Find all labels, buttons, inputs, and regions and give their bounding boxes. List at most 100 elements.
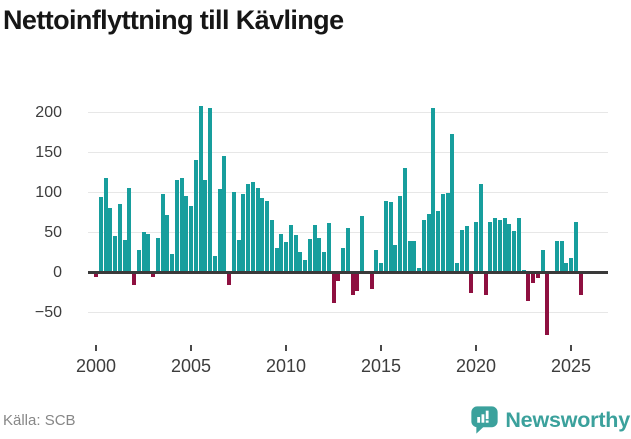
- bar-negative: [483, 273, 488, 295]
- y-axis-tick-label: 150: [35, 143, 62, 161]
- bar-positive: [122, 240, 127, 272]
- bar-positive: [231, 192, 236, 272]
- bar-positive: [431, 108, 436, 272]
- newsworthy-logo-icon: [470, 405, 499, 435]
- bar-positive: [212, 256, 217, 272]
- zero-axis-line: [88, 271, 608, 274]
- bar-positive: [255, 188, 260, 272]
- bar-positive: [512, 231, 516, 272]
- gridline-y-200: [88, 111, 608, 113]
- bar-positive: [559, 240, 564, 272]
- bar-positive: [288, 224, 293, 272]
- bar-positive: [450, 134, 455, 272]
- bar-positive: [165, 215, 170, 272]
- bar-positive: [127, 188, 132, 272]
- bar-positive: [298, 252, 303, 272]
- bar-positive: [155, 238, 160, 272]
- y-axis-tick-label: 50: [44, 223, 62, 241]
- bar-positive: [146, 233, 151, 272]
- bar-positive: [459, 229, 464, 272]
- bar-negative: [526, 273, 531, 301]
- bar-positive: [160, 194, 165, 272]
- bar-negative: [350, 273, 355, 295]
- bar-positive: [417, 268, 421, 272]
- bar-positive: [217, 188, 222, 272]
- bar-positive: [569, 258, 573, 272]
- x-axis-tick-mark: [570, 345, 572, 351]
- bar-negative: [545, 273, 550, 336]
- bar-positive: [464, 225, 469, 272]
- bar-positive: [222, 156, 227, 272]
- chart-title: Nettoinflyttning till Kävlinge: [3, 5, 344, 35]
- bar-positive: [170, 253, 174, 272]
- x-axis-tick-label: 2005: [170, 356, 212, 376]
- x-axis-tick-label: 2010: [265, 356, 307, 376]
- bar-negative: [132, 273, 136, 285]
- bar-positive: [374, 250, 379, 272]
- bar-positive: [113, 236, 117, 272]
- bar-positive: [307, 239, 312, 272]
- bar-positive: [521, 269, 526, 272]
- bar-positive: [198, 106, 203, 272]
- bar-positive: [455, 263, 459, 272]
- x-axis-tick-label: 2025: [550, 356, 592, 376]
- bar-positive: [383, 200, 388, 272]
- bar-positive: [388, 201, 393, 272]
- bar-positive: [345, 228, 350, 272]
- bar-positive: [412, 240, 417, 272]
- bar-negative: [331, 273, 336, 303]
- newsworthy-brand: Newsworthy: [470, 403, 630, 437]
- bar-positive: [303, 260, 307, 272]
- bar-positive: [103, 177, 108, 272]
- x-axis-tick-mark: [190, 345, 192, 351]
- x-axis-tick-mark: [475, 345, 477, 351]
- bar-positive: [493, 218, 497, 272]
- bar-positive: [274, 248, 279, 272]
- bar-negative: [355, 273, 360, 291]
- bar-positive: [502, 217, 507, 272]
- bar-positive: [573, 221, 578, 272]
- bar-positive: [265, 200, 269, 272]
- bar-positive: [564, 263, 569, 272]
- bar-negative: [535, 273, 540, 278]
- bar-positive: [398, 196, 402, 272]
- bar-positive: [426, 213, 431, 272]
- bar-positive: [141, 232, 146, 272]
- bar-negative: [94, 273, 98, 277]
- bar-positive: [445, 192, 450, 272]
- bar-positive: [497, 220, 502, 272]
- newsworthy-brand-name: Newsworthy: [505, 407, 630, 432]
- y-axis-tick-label: 0: [53, 263, 62, 281]
- bar-positive: [279, 234, 284, 272]
- y-axis-tick-label: −50: [34, 303, 62, 321]
- bar-positive: [312, 224, 317, 272]
- bar-positive: [117, 204, 122, 272]
- bar-positive: [326, 223, 331, 272]
- bar-negative: [531, 273, 535, 283]
- bar-positive: [507, 224, 512, 272]
- bar-positive: [241, 194, 246, 272]
- bar-negative: [227, 273, 231, 285]
- bar-positive: [540, 249, 545, 272]
- bar-positive: [246, 184, 250, 272]
- bar-negative: [469, 273, 474, 293]
- source-attribution: Källa: SCB: [3, 412, 76, 429]
- bar-positive: [208, 108, 212, 272]
- bar-positive: [184, 196, 189, 272]
- bar-positive: [516, 217, 521, 272]
- bar-positive: [440, 193, 445, 272]
- bar-negative: [578, 273, 583, 295]
- x-axis-tick-label: 2020: [455, 356, 497, 376]
- x-axis-tick-mark: [95, 345, 97, 351]
- bar-positive: [260, 197, 265, 272]
- bar-negative: [151, 273, 155, 277]
- bar-positive: [341, 248, 345, 272]
- bar-positive: [360, 216, 364, 272]
- bar-positive: [393, 244, 398, 272]
- x-axis-tick-mark: [285, 345, 287, 351]
- bar-negative: [336, 273, 341, 281]
- bar-positive: [174, 180, 179, 272]
- x-axis-tick-label: 2015: [360, 356, 402, 376]
- bar-positive: [250, 181, 255, 272]
